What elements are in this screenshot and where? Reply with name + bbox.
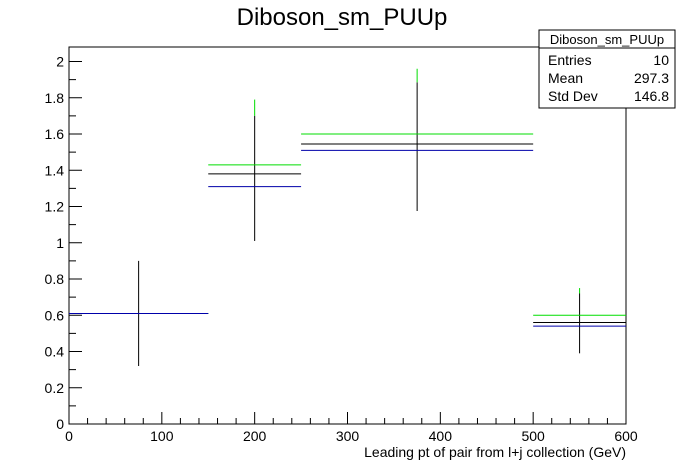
stats-box: Diboson_sm_PUUp Entries 10 Mean 297.3 St… [538,29,676,109]
stats-entries-value: 10 [653,52,669,68]
y-tick-label: 0.4 [45,344,65,360]
x-tick-label: 200 [243,428,267,444]
y-tick-label: 1 [56,235,64,251]
stats-stddev-label: Std Dev [548,88,598,104]
x-tick-label: 500 [521,428,545,444]
y-axis: 0 0.2 0.4 0.6 0.8 1 1.2 1.4 1.6 1.8 2 [45,54,82,432]
y-tick-label: 0.2 [45,380,65,396]
y-tick-label: 2 [56,54,64,70]
y-tick-label: 1.6 [45,126,65,142]
x-tick-label: 400 [429,428,453,444]
stats-entries-label: Entries [548,52,592,68]
stats-box-title: Diboson_sm_PUUp [550,32,664,47]
stats-box-frame [538,29,676,109]
y-tick-label: 0.8 [45,271,65,287]
x-axis: 0 100 200 300 400 500 600 [65,412,638,444]
y-tick-label: 1.8 [45,90,65,106]
y-tick-label: 1.4 [45,162,65,178]
x-tick-label: 600 [614,428,638,444]
series-0 [69,82,626,366]
y-tick-label: 0 [56,416,64,432]
series-2 [69,149,626,327]
x-axis-label: Leading pt of pair from l+j collection (… [364,444,626,460]
x-tick-label: 0 [65,428,73,444]
stats-stddev-value: 146.8 [634,88,669,104]
y-tick-label: 0.6 [45,307,65,323]
y-tick-label: 1.2 [45,199,65,215]
x-tick-label: 100 [150,428,174,444]
chart-title: Diboson_sm_PUUp [237,4,448,31]
x-tick-label: 300 [336,428,360,444]
stats-mean-value: 297.3 [634,70,669,86]
histogram-series [69,68,626,366]
stats-mean-label: Mean [548,70,583,86]
